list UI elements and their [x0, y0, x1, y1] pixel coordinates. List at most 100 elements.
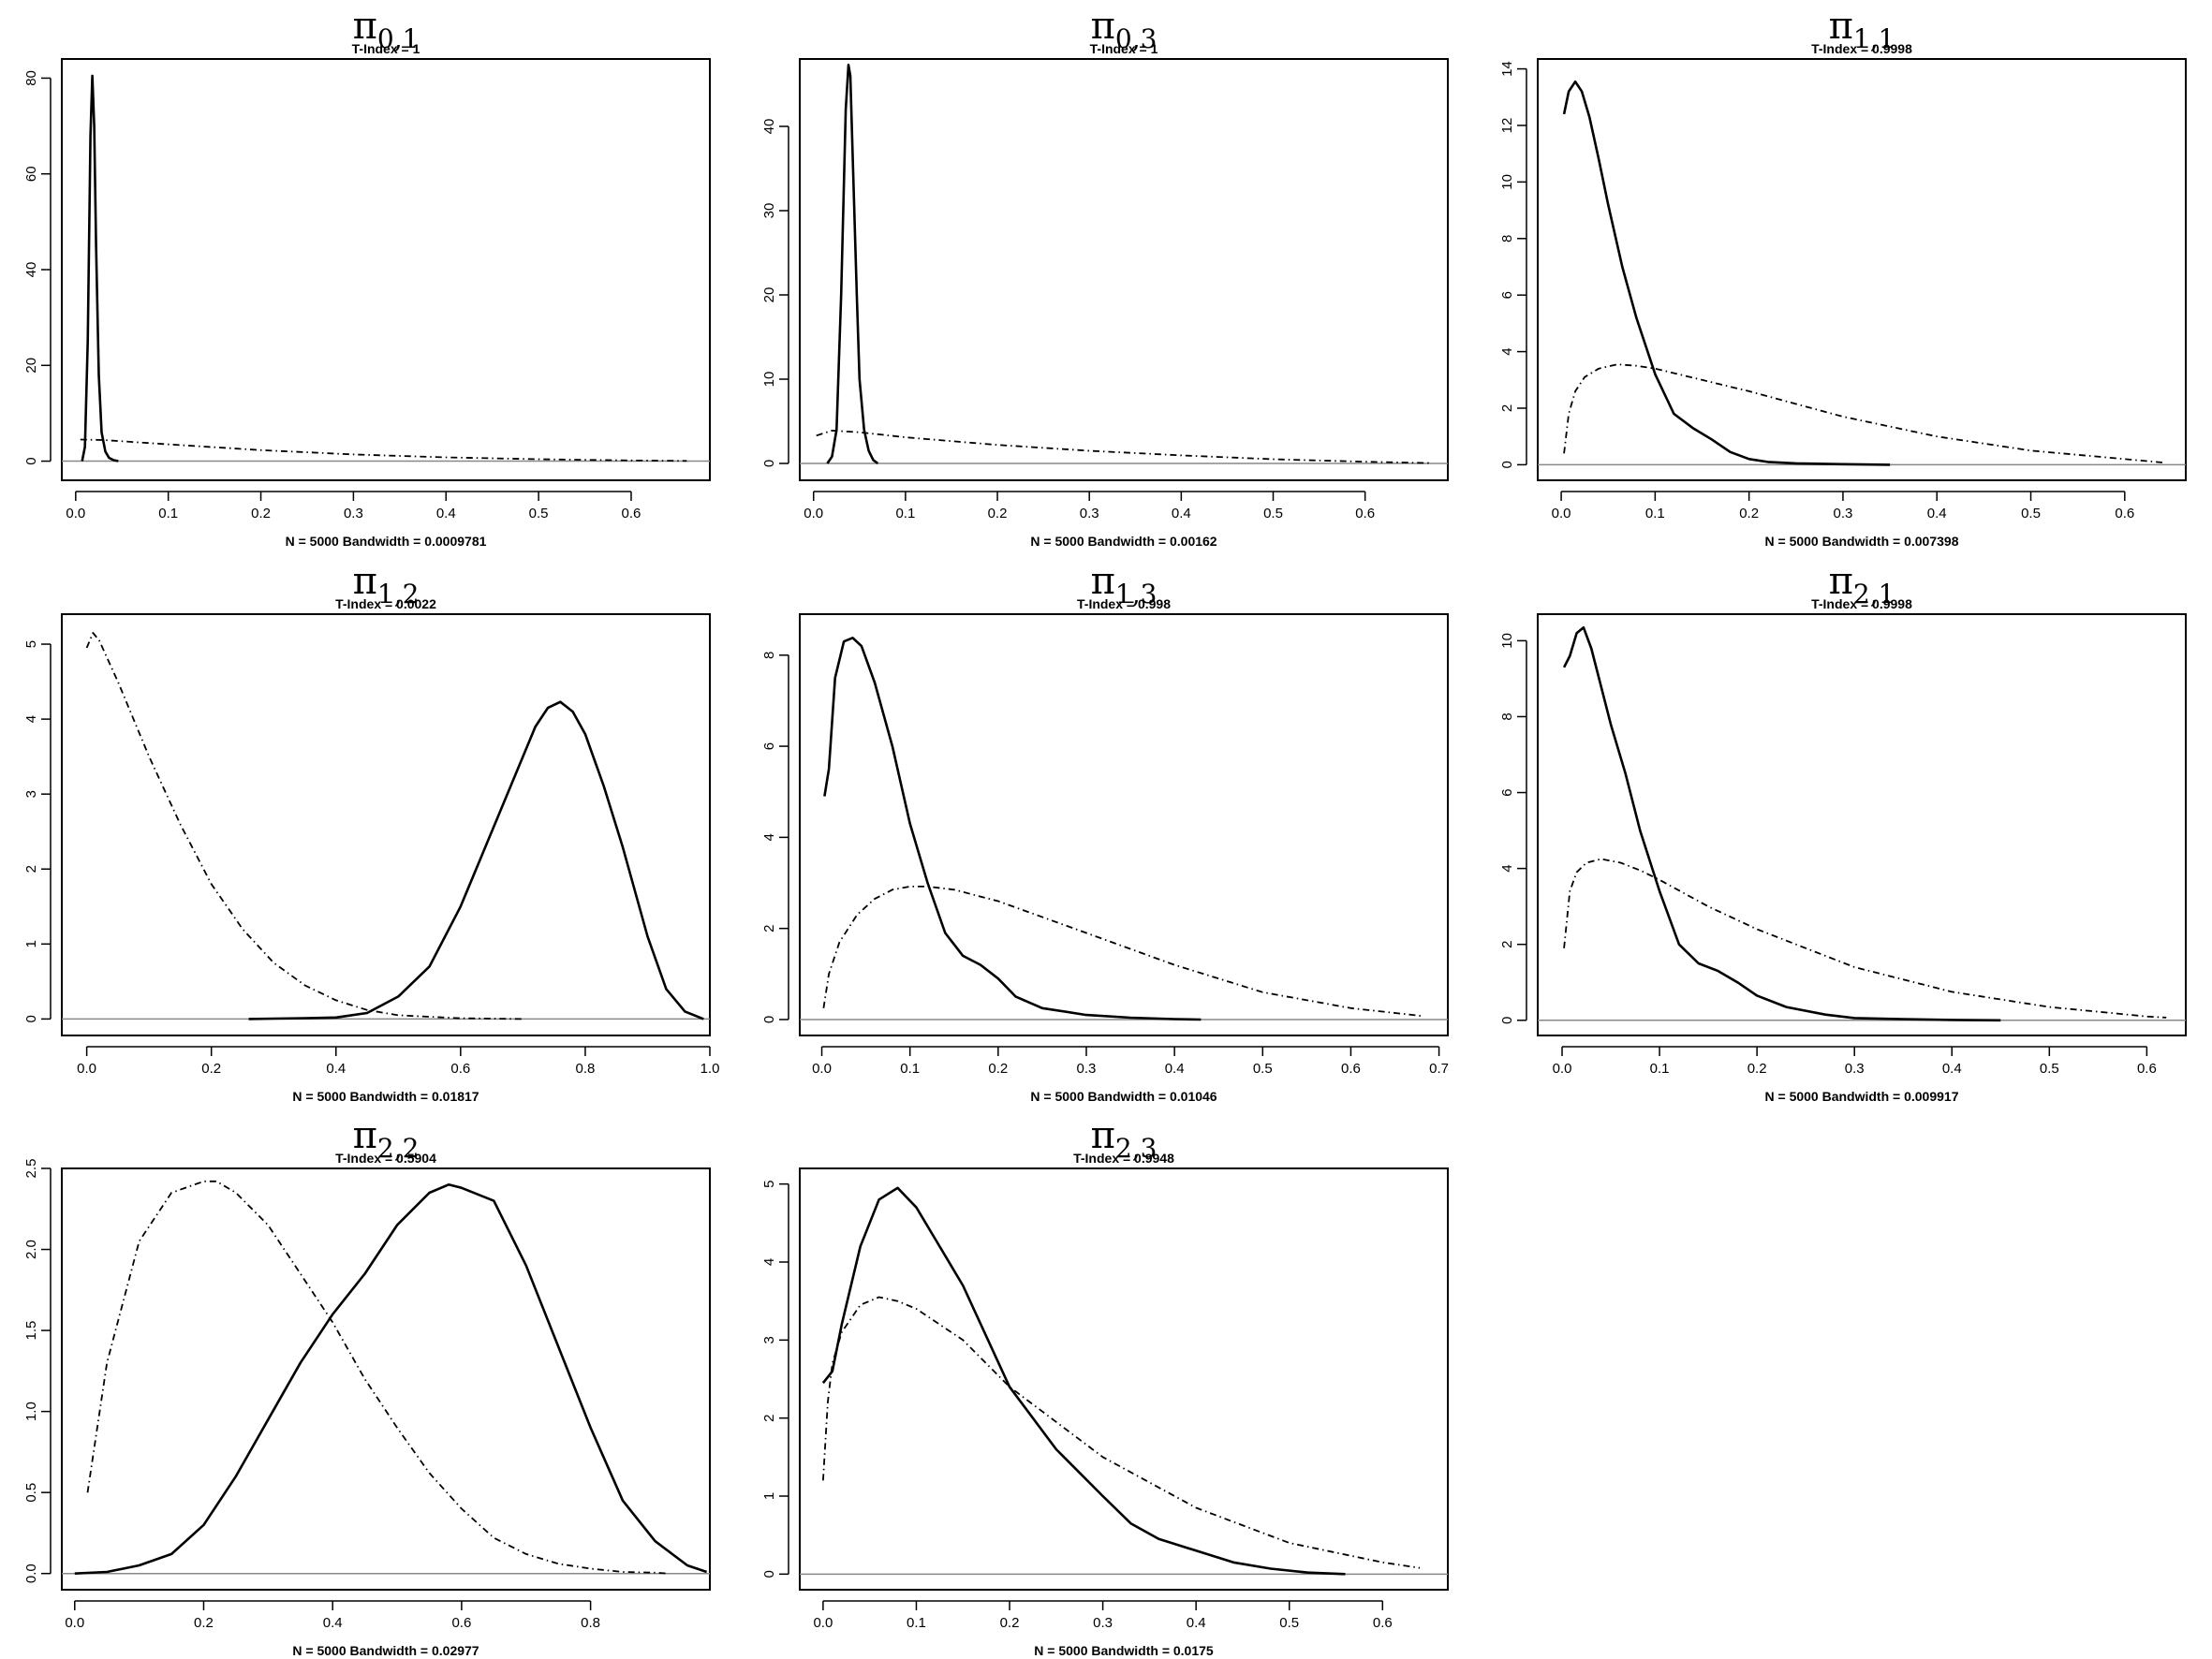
x-axis-label: N = 5000 Bandwidth = 0.0175 [1034, 1643, 1214, 1658]
x-tick-label: 0.3 [1845, 1061, 1865, 1077]
x-axis-label: N = 5000 Bandwidth = 0.009917 [1765, 1089, 1959, 1104]
y-tick-label: 4 [1499, 864, 1515, 872]
x-tick-label: 0.5 [1279, 1615, 1299, 1631]
x-tick-label: 0.4 [326, 1061, 346, 1077]
density-panel: π2,1T-Index = 0.9998 0.0 0.1 0.2 0.3 0.4 0.5 0.… [1499, 560, 2187, 1104]
y-tick-label: 1.5 [23, 1321, 39, 1341]
posterior-density-curve [1562, 80, 1891, 466]
y-tick-label: 6 [1499, 788, 1515, 796]
density-panel: π2,2T-Index = 0.5904 0.0 0.2 0.4 0.6 0.8 0.0 0.… [23, 1114, 711, 1658]
panel-subtitle: T-Index = 0.9998 [1811, 596, 1912, 611]
x-tick-label: 0.0 [813, 1615, 833, 1631]
y-tick-label: 5 [23, 640, 39, 648]
x-tick-label: 0.6 [1373, 1615, 1393, 1631]
x-tick-label: 0.4 [1187, 1615, 1206, 1631]
panel-subtitle: T-Index = 0.9948 [1073, 1151, 1174, 1166]
x-tick-label: 0.5 [529, 506, 549, 521]
y-tick-label: 2.5 [23, 1159, 39, 1179]
x-tick-label: 0.3 [1093, 1615, 1113, 1631]
y-tick-label: 0 [761, 1570, 777, 1578]
y-tick-label: 0 [23, 457, 39, 464]
x-tick-label: 0.7 [1429, 1061, 1449, 1077]
x-tick-label: 0.4 [323, 1615, 343, 1631]
plot-frame [799, 613, 1449, 1036]
x-tick-label: 0.6 [1355, 506, 1375, 521]
x-tick-label: 0.2 [988, 1061, 1008, 1077]
x-tick-label: 0.2 [194, 1615, 214, 1631]
density-panel: π0,3T-Index = 1 0.0 0.1 0.2 0.3 0.4 0.5 0.6 0 10 2… [761, 5, 1449, 549]
x-tick-label: 0.5 [2040, 1061, 2059, 1077]
plot-frame [61, 1167, 711, 1591]
prior-density-curve [86, 1180, 669, 1575]
panel-title: π2,1 [1829, 560, 1895, 609]
x-tick-label: 0.5 [2021, 506, 2041, 521]
plot-frame [1537, 58, 2187, 481]
density-panel: π1,3T-Index = 0.998 0.0 0.1 0.2 0.3 0.4 0.5 0.6… [761, 560, 1449, 1104]
x-tick-label: 0.2 [1747, 1061, 1767, 1077]
y-tick-label: 60 [23, 166, 39, 182]
x-tick-label: 0.6 [2115, 506, 2134, 521]
y-tick-label: 2 [761, 1414, 777, 1421]
density-panel: π0,1T-Index = 1 0.0 0.1 0.2 0.3 0.4 0.5 0.6 0 20 4… [23, 5, 711, 549]
x-axis-label: N = 5000 Bandwidth = 0.01817 [292, 1089, 479, 1104]
y-tick-label: 10 [1499, 633, 1515, 649]
x-tick-label: 0.4 [1165, 1061, 1185, 1077]
panel-title: π1,1 [1829, 5, 1895, 54]
x-axis-label: N = 5000 Bandwidth = 0.007398 [1765, 534, 1959, 549]
prior-density-curve [816, 430, 1430, 464]
y-tick-label: 2 [23, 865, 39, 873]
panel-subtitle: T-Index = 0.5904 [335, 1151, 436, 1166]
y-tick-label: 6 [761, 742, 777, 750]
x-tick-label: 0.6 [2137, 1061, 2157, 1077]
y-tick-label: 8 [761, 652, 777, 659]
x-tick-label: 1.0 [700, 1061, 720, 1077]
x-axis-label: N = 5000 Bandwidth = 0.02977 [292, 1643, 479, 1658]
y-tick-label: 0.5 [23, 1483, 39, 1503]
y-tick-label: 6 [1499, 291, 1515, 299]
y-tick-label: 4 [23, 715, 39, 723]
x-tick-label: 0.4 [1942, 1061, 1962, 1077]
x-tick-label: 0.5 [1263, 506, 1283, 521]
x-tick-label: 0.0 [65, 1615, 84, 1631]
prior-density-curve [1563, 858, 2167, 1019]
y-tick-label: 80 [23, 70, 39, 86]
x-tick-label: 0.3 [344, 506, 363, 521]
y-tick-label: 1.0 [23, 1402, 39, 1421]
y-tick-label: 4 [1499, 347, 1515, 355]
y-tick-label: 0 [761, 460, 777, 467]
posterior-density-curve [821, 1186, 1346, 1576]
y-tick-label: 12 [1499, 118, 1515, 134]
posterior-density-curve [823, 637, 1202, 1021]
panel-title: π1,3 [1091, 560, 1158, 609]
panel-subtitle: T-Index = 0.9998 [1811, 41, 1912, 56]
plot-frame [61, 58, 711, 481]
density-panel: π1,1T-Index = 0.9998 0.0 0.1 0.2 0.3 0.4 0.5 0.… [1499, 5, 2187, 549]
posterior-density-curve [248, 700, 704, 1020]
y-tick-label: 0 [23, 1015, 39, 1022]
x-tick-label: 0.5 [1253, 1061, 1273, 1077]
x-tick-label: 0.6 [451, 1615, 471, 1631]
x-tick-label: 0.2 [1000, 1615, 1020, 1631]
x-tick-label: 0.6 [1341, 1061, 1361, 1077]
panel-title: π2,3 [1091, 1114, 1158, 1164]
y-tick-label: 2.0 [23, 1240, 39, 1259]
x-tick-label: 0.2 [1739, 506, 1759, 521]
plot-frame [799, 1167, 1449, 1591]
panel-title: π0,3 [1091, 5, 1158, 54]
posterior-density-curve [74, 1183, 708, 1575]
y-tick-label: 2 [1499, 404, 1515, 412]
y-tick-label: 10 [761, 372, 777, 388]
posterior-density-curve [81, 74, 119, 462]
x-tick-label: 0.0 [1552, 506, 1571, 521]
prior-density-curve [1563, 363, 2162, 463]
x-tick-label: 0.2 [988, 506, 1008, 521]
y-tick-label: 4 [761, 833, 777, 841]
x-tick-label: 0.6 [450, 1061, 470, 1077]
x-tick-label: 0.1 [907, 1615, 926, 1631]
panel-subtitle: T-Index = 1 [352, 41, 420, 56]
prior-density-curve [822, 886, 1422, 1017]
y-tick-label: 8 [1499, 235, 1515, 242]
y-tick-label: 40 [23, 262, 39, 278]
x-axis-label: N = 5000 Bandwidth = 0.00162 [1030, 534, 1217, 549]
